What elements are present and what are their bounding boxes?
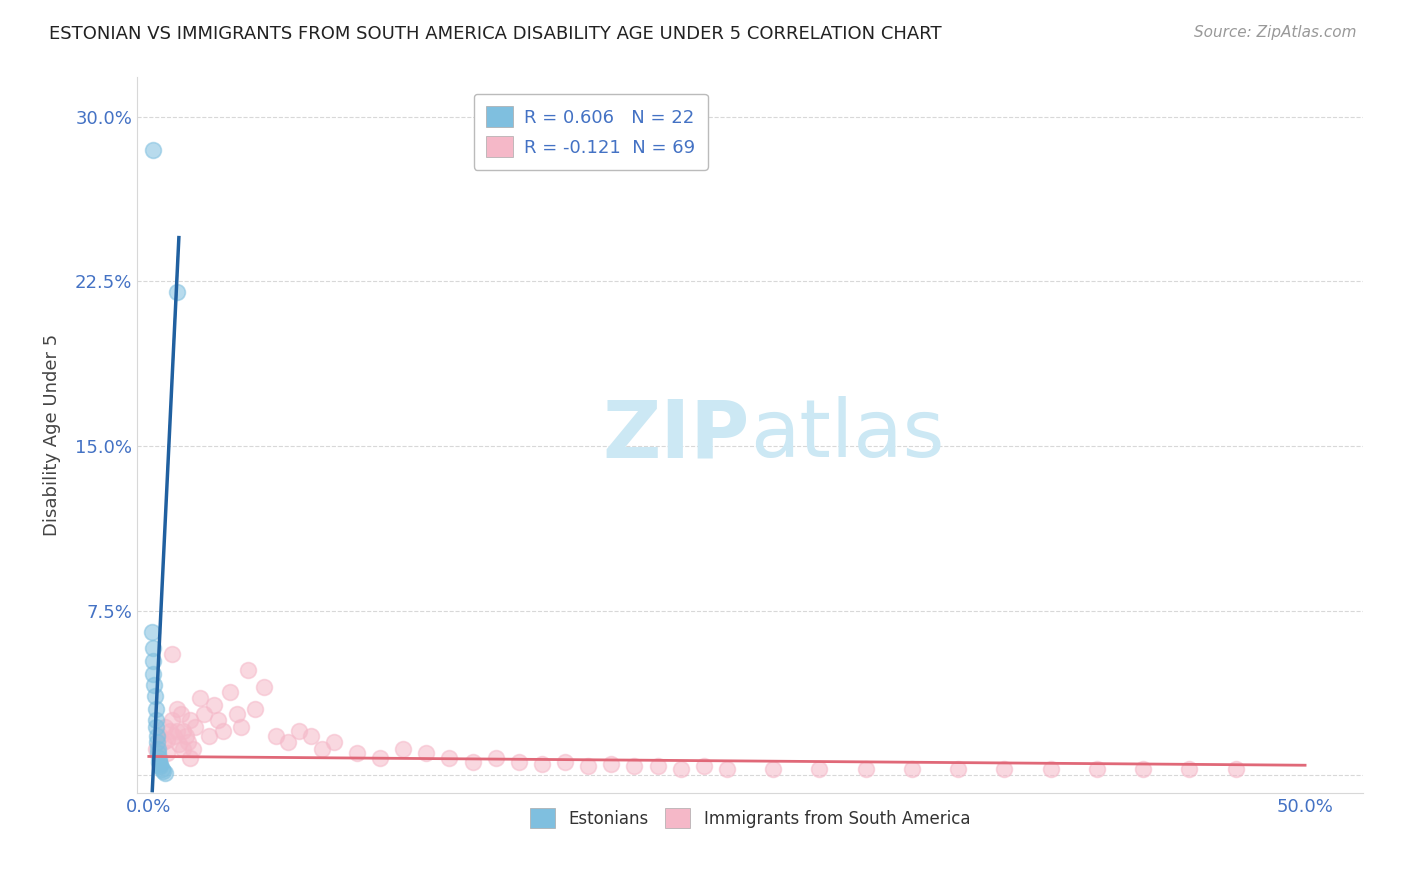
Point	[146, 746, 169, 760]
Point	[277, 735, 299, 749]
Point	[1225, 762, 1247, 776]
Point	[193, 706, 215, 721]
Point	[148, 755, 170, 769]
Point	[623, 759, 645, 773]
Point	[225, 706, 247, 721]
Point	[762, 762, 785, 776]
Point	[163, 729, 186, 743]
Point	[143, 689, 166, 703]
Point	[149, 729, 172, 743]
Point	[179, 750, 201, 764]
Point	[311, 741, 333, 756]
Point	[142, 654, 165, 668]
Point	[530, 757, 553, 772]
Point	[415, 746, 437, 760]
Point	[141, 625, 163, 640]
Point	[202, 698, 225, 712]
Point	[253, 681, 276, 695]
Point	[346, 746, 368, 760]
Point	[993, 762, 1015, 776]
Point	[647, 759, 669, 773]
Point	[160, 713, 183, 727]
Point	[392, 741, 415, 756]
Point	[146, 729, 169, 743]
Point	[855, 762, 877, 776]
Point	[145, 741, 167, 756]
Point	[156, 746, 179, 760]
Legend: Estonians, Immigrants from South America: Estonians, Immigrants from South America	[523, 802, 977, 834]
Point	[170, 706, 193, 721]
Point	[167, 738, 190, 752]
Point	[145, 720, 167, 734]
Point	[142, 143, 165, 157]
Point	[1178, 762, 1201, 776]
Point	[160, 648, 183, 662]
Text: ESTONIAN VS IMMIGRANTS FROM SOUTH AMERICA DISABILITY AGE UNDER 5 CORRELATION CHA: ESTONIAN VS IMMIGRANTS FROM SOUTH AMERIC…	[49, 25, 942, 43]
Point	[218, 684, 240, 698]
Point	[948, 762, 970, 776]
Point	[181, 741, 204, 756]
Point	[368, 750, 391, 764]
Point	[146, 735, 169, 749]
Point	[149, 759, 172, 773]
Point	[1085, 762, 1108, 776]
Point	[152, 735, 174, 749]
Point	[288, 724, 311, 739]
Point	[600, 757, 623, 772]
Point	[439, 750, 461, 764]
Point	[576, 759, 599, 773]
Point	[156, 733, 179, 747]
Point	[508, 755, 530, 769]
Point	[153, 765, 176, 780]
Point	[166, 724, 188, 739]
Point	[1039, 762, 1062, 776]
Point	[808, 762, 831, 776]
Point	[173, 724, 195, 739]
Point	[174, 729, 197, 743]
Point	[142, 640, 165, 655]
Point	[554, 755, 576, 769]
Point	[145, 702, 167, 716]
Point	[669, 762, 692, 776]
Point	[461, 755, 484, 769]
Point	[299, 729, 322, 743]
Point	[716, 762, 738, 776]
Point	[159, 724, 181, 739]
Y-axis label: Disability Age Under 5: Disability Age Under 5	[44, 334, 60, 536]
Point	[148, 750, 170, 764]
Text: Source: ZipAtlas.com: Source: ZipAtlas.com	[1194, 25, 1357, 40]
Point	[142, 678, 165, 692]
Point	[693, 759, 716, 773]
Point	[179, 713, 201, 727]
Point	[166, 702, 188, 716]
Text: ZIP: ZIP	[603, 396, 749, 474]
Point	[485, 750, 508, 764]
Point	[173, 741, 195, 756]
Point	[177, 735, 200, 749]
Point	[901, 762, 924, 776]
Point	[153, 720, 176, 734]
Point	[231, 720, 253, 734]
Point	[198, 729, 221, 743]
Point	[152, 764, 174, 778]
Point	[146, 741, 169, 756]
Point	[243, 702, 266, 716]
Point	[207, 713, 229, 727]
Point	[166, 285, 188, 300]
Point	[149, 757, 172, 772]
Point	[264, 729, 287, 743]
Point	[322, 735, 344, 749]
Point	[211, 724, 233, 739]
Point	[142, 667, 165, 681]
Point	[150, 762, 173, 776]
Text: atlas: atlas	[749, 396, 945, 474]
Point	[1132, 762, 1154, 776]
Point	[145, 713, 167, 727]
Point	[238, 663, 260, 677]
Point	[188, 691, 211, 706]
Point	[184, 720, 207, 734]
